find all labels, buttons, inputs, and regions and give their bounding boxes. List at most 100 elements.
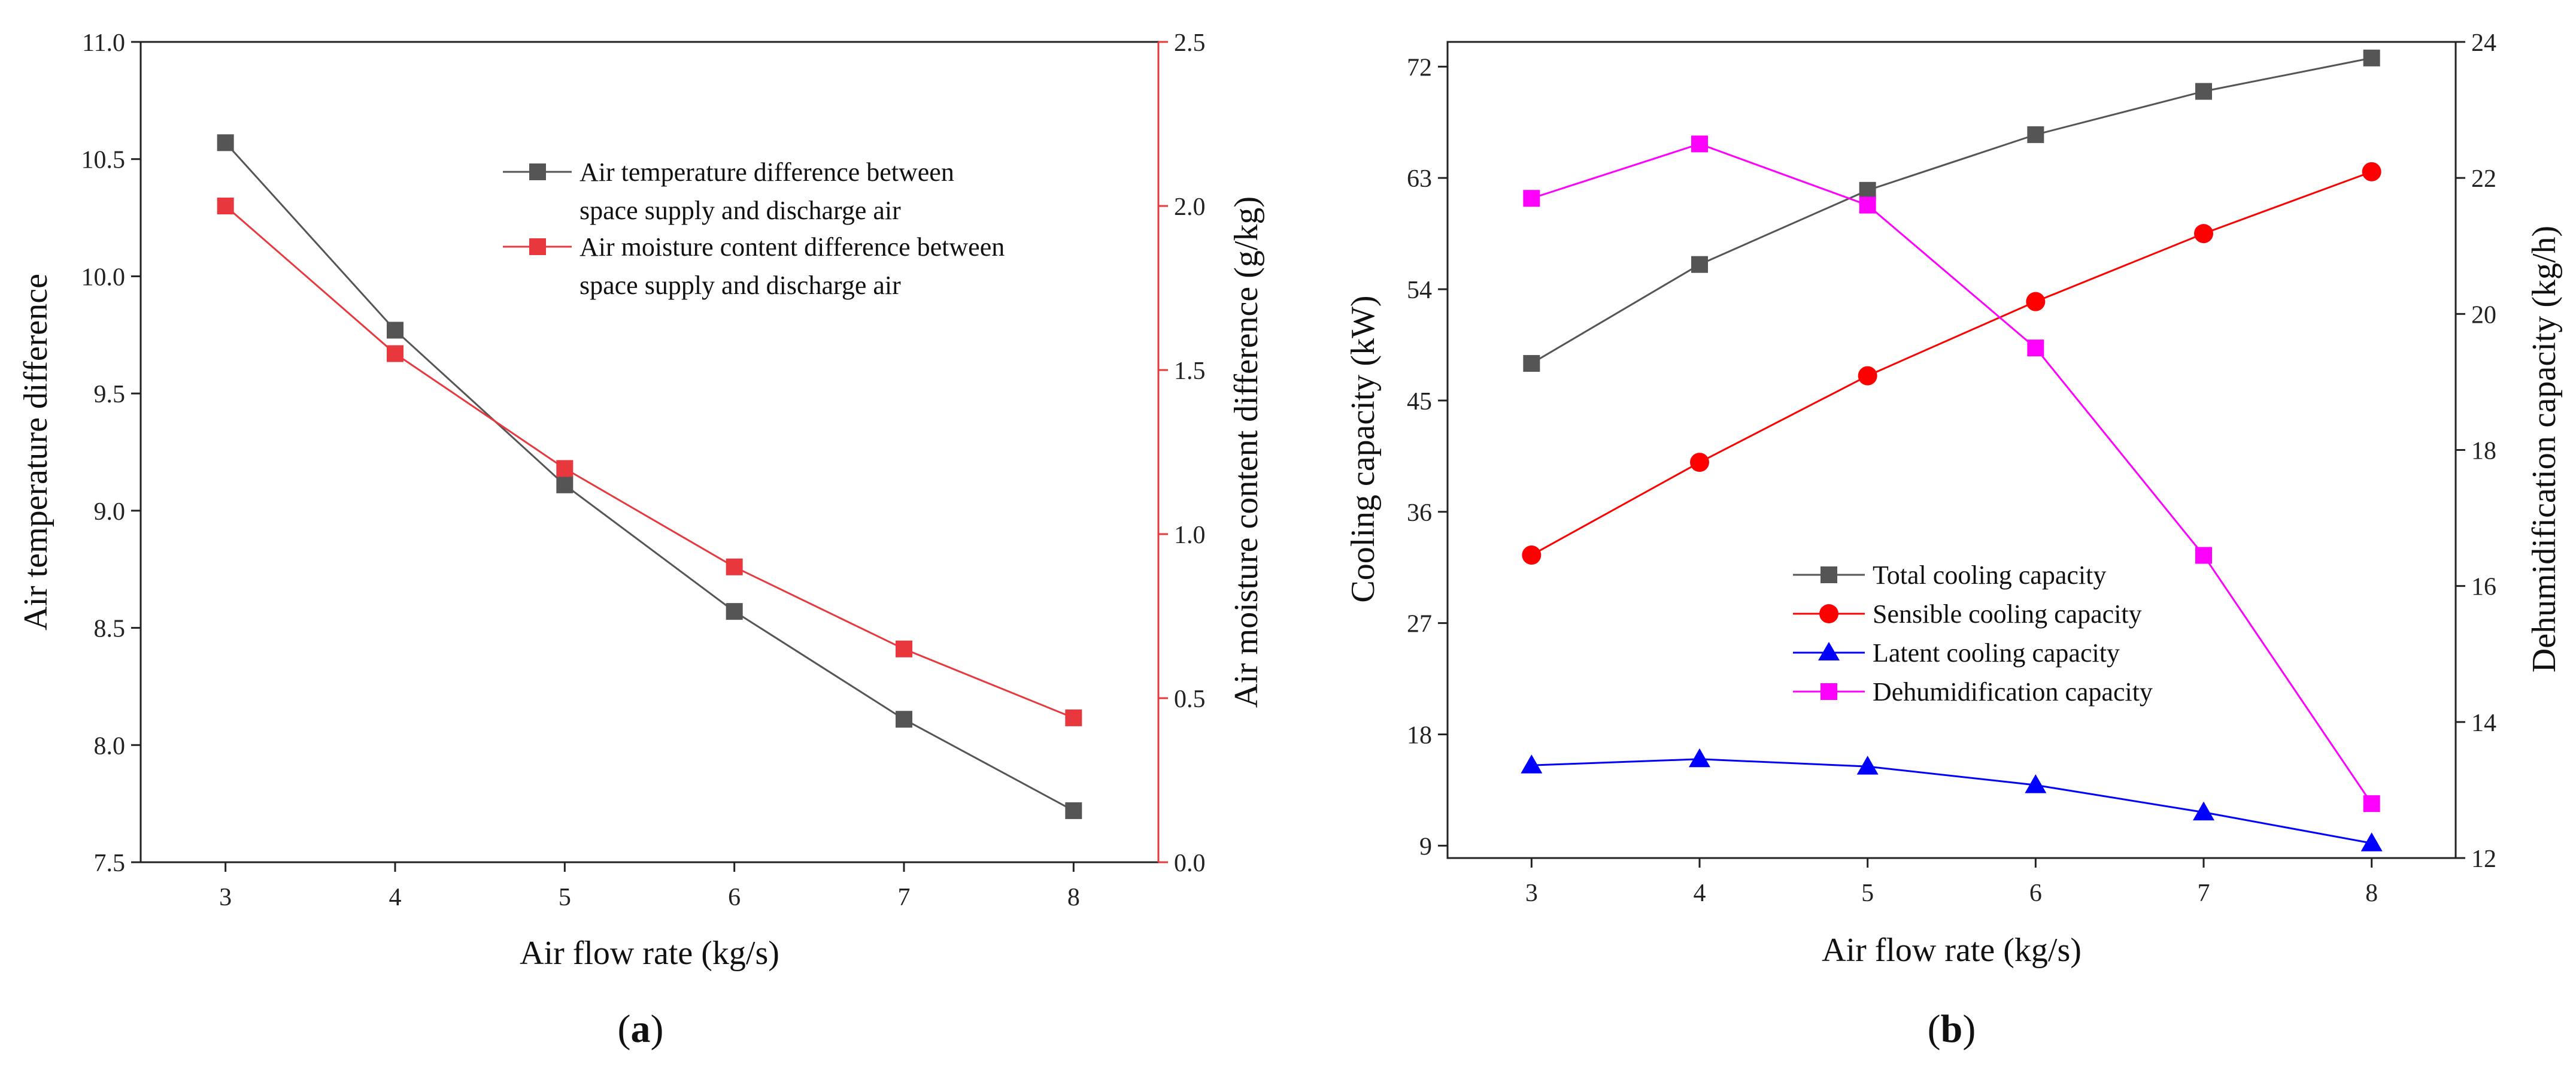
- x-tick-label: 7: [898, 884, 911, 911]
- y-tick-label: 8.0: [94, 732, 126, 760]
- data-point: [1859, 181, 1876, 199]
- panel-label-a: (a): [618, 1007, 664, 1051]
- data-point: [387, 345, 403, 362]
- x-tick-label: 4: [1694, 880, 1706, 907]
- legend-b-marker-total: [1821, 566, 1837, 583]
- data-point: [217, 198, 234, 214]
- data-point: [726, 558, 743, 575]
- y2-tick-label: 18: [2471, 438, 2496, 465]
- data-point: [2027, 126, 2044, 143]
- y-tick-label: 36: [1407, 499, 1432, 527]
- chart-b-legend: Total cooling capacity Sensible cooling …: [1793, 560, 2153, 707]
- y2-tick-label: 1.0: [1174, 522, 1206, 549]
- series-line-1-0: [1531, 57, 2372, 365]
- data-point: [2195, 83, 2212, 100]
- y-tick-label: 63: [1407, 165, 1432, 193]
- data-point: [556, 476, 574, 493]
- data-point: [2195, 547, 2212, 564]
- y2-tick-label: 0.0: [1174, 850, 1206, 877]
- y2-tick-label: 24: [2471, 29, 2496, 57]
- data-point: [1065, 709, 1082, 726]
- data-point: [2194, 224, 2213, 244]
- data-point: [896, 711, 912, 728]
- data-point: [2360, 832, 2383, 851]
- data-point: [726, 603, 743, 620]
- x-tick-label: 5: [1861, 880, 1874, 907]
- y-tick-label: 7.5: [94, 850, 126, 877]
- data-point: [2025, 774, 2047, 793]
- y2-tick-label: 2.5: [1174, 29, 1206, 57]
- data-point: [896, 640, 912, 657]
- data-point: [1858, 366, 1877, 386]
- data-point: [1859, 196, 1876, 214]
- legend-b-label-total: Total cooling capacity: [1873, 560, 2106, 590]
- y-tick-label: 72: [1407, 54, 1432, 81]
- panel-label-b: (b): [1928, 1007, 1976, 1051]
- series-line-1-2: [1531, 758, 2372, 844]
- data-point: [1523, 190, 1540, 207]
- x-tick-label: 6: [2029, 880, 2042, 907]
- y-tick-label: 9.5: [94, 381, 126, 408]
- chart-b-series-layer: [1521, 49, 2383, 851]
- chart-b-frame: [1446, 41, 2457, 859]
- legend-a-label-moisture-line1: Air moisture content difference between: [579, 232, 1005, 262]
- x-tick-label: 6: [728, 884, 741, 911]
- chart-a-x-axis-label: Air flow rate (kg/s): [520, 935, 779, 972]
- y2-tick-label: 14: [2471, 710, 2496, 737]
- y2-tick-label: 16: [2471, 574, 2496, 601]
- data-point: [1065, 802, 1082, 819]
- chart-b-x-axis-label: Air flow rate (kg/s): [1822, 932, 2082, 969]
- x-tick-label: 8: [2365, 880, 2378, 907]
- y-tick-label: 45: [1407, 388, 1432, 416]
- chart-a-legend: Air temperature difference between space…: [503, 157, 1005, 300]
- data-point: [1856, 756, 1879, 775]
- chart-a-y-axis-label: Air temperature difference: [17, 274, 54, 631]
- x-tick-label: 4: [389, 884, 402, 911]
- data-point: [1689, 748, 1710, 768]
- data-point: [1690, 453, 1709, 472]
- legend-b-marker-dehumid: [1821, 683, 1837, 700]
- y2-tick-label: 2.0: [1174, 193, 1206, 221]
- data-point: [2363, 795, 2380, 813]
- chart-a-series-layer: [217, 134, 1082, 819]
- data-point: [2027, 340, 2044, 357]
- legend-a-marker-moisture: [529, 238, 546, 255]
- data-point: [217, 134, 234, 151]
- legend-a-label-temperature-line1: Air temperature difference between: [579, 157, 954, 187]
- x-tick-label: 3: [219, 884, 232, 911]
- chart-a-y2-axis-label: Air moisture content difference (g/kg): [1228, 196, 1265, 708]
- legend-a-marker-temperature: [529, 163, 546, 180]
- y-tick-label: 27: [1407, 611, 1432, 638]
- y-tick-label: 8.5: [94, 616, 126, 643]
- y-tick-label: 18: [1407, 722, 1432, 749]
- series-line-1-1: [1531, 171, 2372, 556]
- series-line-1-3: [1531, 143, 2372, 804]
- series-line-0-1: [224, 205, 1074, 719]
- data-point: [2026, 292, 2046, 311]
- legend-b-marker-sensible: [1819, 604, 1838, 623]
- y-tick-label: 10.0: [81, 263, 126, 291]
- legend-b-label-sensible: Sensible cooling capacity: [1873, 599, 2142, 629]
- chart-a-axis-ticks: 3 4 5 6 7 8 7.5 8.0 8.5 9.0 9.5 10.0 10.5 11.0 0.0 0.5 1…: [81, 29, 1206, 911]
- x-tick-label: 5: [559, 884, 571, 911]
- data-point: [556, 460, 574, 477]
- chart-b-y-axis-label: Cooling capacity (kW): [1345, 295, 1382, 602]
- y2-tick-label: 20: [2471, 301, 2496, 329]
- legend-a-label-moisture-line2: space supply and discharge air: [579, 271, 901, 300]
- data-point: [1522, 545, 1542, 565]
- data-point: [1521, 754, 1543, 774]
- chart-b-y2-axis-label: Dehumidification capacity (kg/h): [2526, 226, 2563, 672]
- y2-tick-label: 1.5: [1174, 357, 1206, 385]
- data-point: [387, 322, 403, 339]
- legend-b-marker-latent: [1818, 642, 1840, 660]
- data-point: [1691, 256, 1708, 273]
- data-point: [2193, 801, 2214, 821]
- y-tick-label: 9: [1419, 833, 1432, 860]
- y-tick-label: 9.0: [94, 498, 126, 526]
- x-tick-label: 3: [1525, 880, 1538, 907]
- legend-b-label-dehumid: Dehumidification capacity: [1873, 677, 2153, 707]
- x-tick-label: 8: [1067, 884, 1080, 911]
- data-point: [2362, 162, 2381, 181]
